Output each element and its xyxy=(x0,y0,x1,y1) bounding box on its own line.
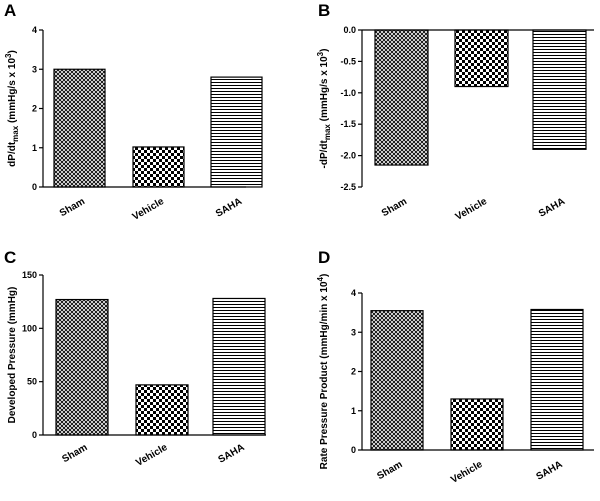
y-tick-label: -1.0 xyxy=(340,88,356,98)
x-category-label: Sham xyxy=(375,459,404,482)
bar-vehicle xyxy=(450,398,504,451)
y-tick-label: -0.5 xyxy=(340,56,356,66)
y-tick-label: 0.0 xyxy=(343,25,356,35)
y-tick-label: 100 xyxy=(22,323,37,333)
y-tick-label: 2 xyxy=(351,367,356,377)
y-tick-label: 150 xyxy=(22,270,37,280)
bar-vehicle xyxy=(454,29,509,88)
bar-sham xyxy=(370,310,424,451)
y-tick-label: 3 xyxy=(32,64,37,74)
panel-letter: C xyxy=(4,248,16,267)
x-category-label: Vehicle xyxy=(131,196,167,223)
y-axis-label: dP/dtmax (mmHg/s x 103) xyxy=(4,50,20,167)
bar-vehicle xyxy=(132,146,185,188)
chart-panel-c: C 0 50 100 150 Sham Vehicle SAHA Developed Press… xyxy=(4,248,266,469)
y-tick-label: 50 xyxy=(27,377,37,387)
chart-panel-a: A 0 1 2 3 4 Sham Vehicle SAHA dP/dtmax (mmHg/s x … xyxy=(4,1,263,223)
chart-panel-d: D 0 1 2 3 4 Sham Vehicle SAHA Rate Pressure Produ… xyxy=(316,248,594,486)
y-axis-label: Rate Pressure Product (mmHg/min x 104) xyxy=(316,274,330,470)
panel-letter: D xyxy=(318,248,330,267)
y-tick-label: 1 xyxy=(351,406,356,416)
y-tick-label: 4 xyxy=(32,25,37,35)
y-axis-label: Developed Pressure (mmHg) xyxy=(7,287,18,424)
bar-sham xyxy=(55,298,109,436)
y-tick-label: 2 xyxy=(32,104,37,114)
bar-saha xyxy=(210,76,263,188)
x-category-label: SAHA xyxy=(216,442,246,466)
chart-panel-b: B 0.0 -0.5 -1.0 -1.5 -2.0 -2.5 Sham Vehicle SAHA -… xyxy=(316,1,594,223)
panel-letter: B xyxy=(318,1,330,20)
y-tick-label: 0 xyxy=(32,182,37,192)
x-category-label: Vehicle xyxy=(134,442,170,469)
y-axis-label: -dP/dtmax (mmHg/s x 103) xyxy=(316,49,332,169)
x-category-label: Sham xyxy=(380,196,409,219)
x-category-label: Vehicle xyxy=(454,196,490,223)
bar-saha xyxy=(530,308,584,451)
y-tick-label: -1.5 xyxy=(340,119,356,129)
x-category-label: Sham xyxy=(60,442,89,465)
x-category-label: Sham xyxy=(58,196,87,219)
bar-sham xyxy=(53,68,106,188)
x-category-label: SAHA xyxy=(537,196,567,220)
y-tick-label: 4 xyxy=(351,288,356,298)
y-tick-label: -2.0 xyxy=(340,151,356,161)
bar-sham xyxy=(374,29,429,166)
x-category-label: SAHA xyxy=(534,459,564,483)
x-category-label: Vehicle xyxy=(449,459,485,486)
y-tick-label: 0 xyxy=(351,445,356,455)
panel-letter: A xyxy=(4,1,16,20)
y-tick-label: 0 xyxy=(32,430,37,440)
y-tick-label: 1 xyxy=(32,143,37,153)
x-category-label: SAHA xyxy=(214,196,244,220)
y-tick-label: -2.5 xyxy=(340,182,356,192)
bar-saha xyxy=(532,29,587,150)
bar-vehicle xyxy=(135,384,189,436)
y-tick-label: 3 xyxy=(351,327,356,337)
bar-saha xyxy=(212,297,266,436)
